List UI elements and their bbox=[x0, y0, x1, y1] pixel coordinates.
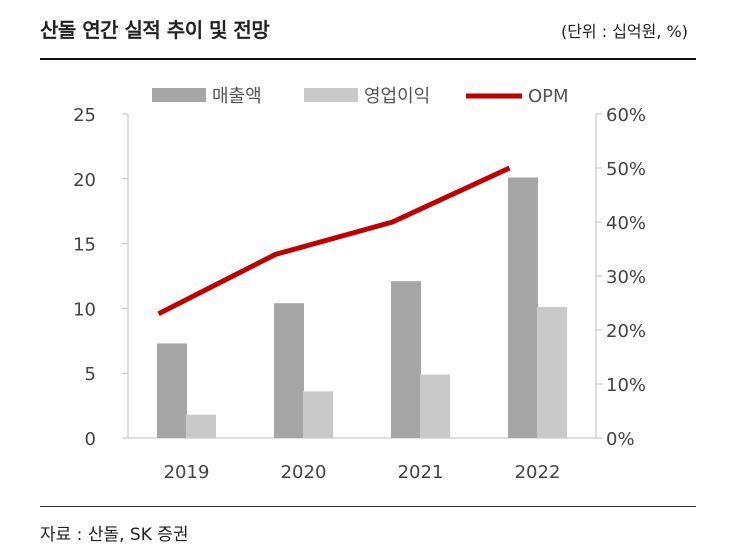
legend-label: 매출액 bbox=[212, 86, 262, 107]
legend-swatch bbox=[152, 88, 206, 102]
x-tick-label: 2021 bbox=[398, 462, 444, 483]
right-tick-label: 20% bbox=[606, 321, 646, 342]
legend-label: OPM bbox=[528, 86, 569, 107]
bar-revenue bbox=[157, 343, 187, 438]
legend-swatch bbox=[304, 88, 358, 102]
right-tick-label: 10% bbox=[606, 375, 646, 396]
x-tick-label: 2020 bbox=[281, 462, 327, 483]
right-tick-label: 40% bbox=[606, 213, 646, 234]
left-tick-label: 15 bbox=[73, 235, 96, 256]
x-tick-label: 2022 bbox=[515, 462, 561, 483]
left-tick-label: 20 bbox=[73, 170, 96, 191]
right-tick-label: 50% bbox=[606, 159, 646, 180]
right-tick-label: 0% bbox=[606, 429, 635, 450]
bottom-divider bbox=[40, 506, 696, 507]
combo-chart: 0 5 10 15 20 25 0% 10% 20% 30% 40% 50% 60% 2019 2020 20… bbox=[73, 86, 646, 483]
unit-label: (단위 : 십억원, %) bbox=[560, 22, 688, 41]
bar-operating-profit bbox=[420, 374, 450, 438]
bar-operating-profit bbox=[537, 307, 567, 438]
right-tick-label: 30% bbox=[606, 267, 646, 288]
legend-label: 영업이익 bbox=[364, 86, 430, 107]
chart-title: 산돌 연간 실적 추이 및 전망 bbox=[40, 18, 270, 42]
bar-revenue bbox=[274, 303, 304, 438]
bar-revenue bbox=[508, 177, 538, 438]
bar-revenue bbox=[391, 281, 421, 438]
source-note: 자료 : 산돌, SK 증권 bbox=[40, 525, 189, 545]
bar-operating-profit bbox=[186, 414, 216, 438]
right-tick-label: 60% bbox=[606, 105, 646, 126]
left-tick-label: 25 bbox=[73, 105, 96, 126]
left-tick-label: 10 bbox=[73, 299, 96, 320]
opm-line bbox=[157, 165, 511, 317]
x-tick-label: 2019 bbox=[164, 462, 210, 483]
top-divider bbox=[40, 58, 696, 60]
bar-operating-profit bbox=[303, 391, 333, 438]
left-tick-label: 5 bbox=[85, 364, 96, 385]
left-tick-label: 0 bbox=[85, 429, 96, 450]
